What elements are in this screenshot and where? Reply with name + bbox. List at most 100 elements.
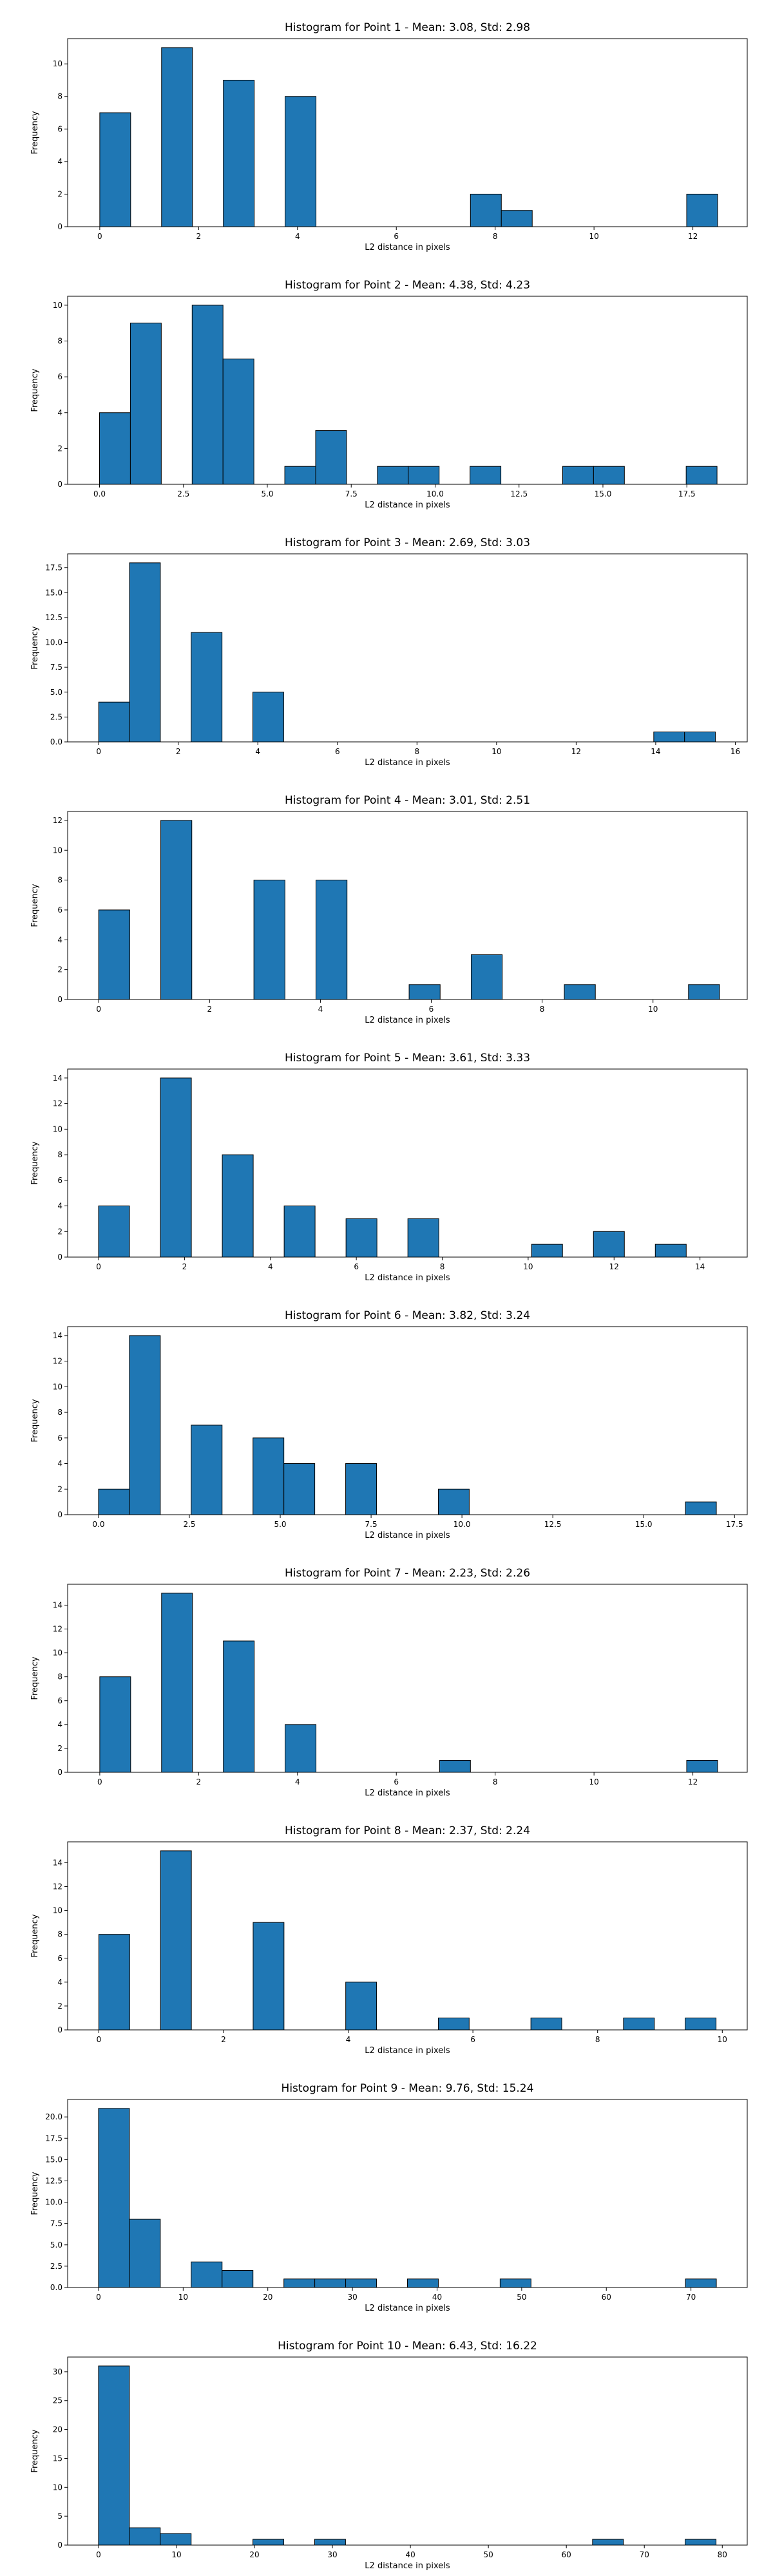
x-tick-label: 6 <box>335 747 340 756</box>
histogram-chart-10: Histogram for Point 10 - Mean: 6.43, Std… <box>30 2340 748 2571</box>
y-tick-label: 14 <box>53 1858 62 1867</box>
histogram-bar <box>685 2017 717 2031</box>
y-tick-label: 0 <box>57 1510 62 1519</box>
x-tick-label: 0 <box>96 1262 101 1271</box>
chart-title: Histogram for Point 9 - Mean: 9.76, Std:… <box>282 2082 534 2095</box>
y-tick-label: 0 <box>57 2541 62 2550</box>
histogram-bar <box>222 2270 254 2288</box>
histogram-bar <box>99 112 131 227</box>
histogram-bar <box>129 2219 161 2288</box>
y-axis-label: Frequency <box>30 2172 40 2215</box>
x-tick-label: 2.5 <box>177 489 189 498</box>
chart-title: Histogram for Point 8 - Mean: 2.37, Std:… <box>285 1824 530 1837</box>
x-tick-label: 12 <box>609 1262 619 1271</box>
histogram-bar <box>98 1488 130 1515</box>
x-tick-label: 7.5 <box>365 1520 377 1529</box>
x-tick-label: 0.0 <box>92 1520 104 1529</box>
histogram-bar <box>688 984 720 1000</box>
y-tick-label: 4 <box>57 1720 62 1729</box>
y-axis-label: Frequency <box>30 884 40 927</box>
x-tick-label: 0 <box>96 1005 101 1014</box>
histogram-bar <box>160 1850 192 2031</box>
histogram-bar <box>161 47 193 227</box>
y-tick-label: 15 <box>53 2454 62 2463</box>
histogram-chart-9: Histogram for Point 9 - Mean: 9.76, Std:… <box>30 2082 748 2313</box>
x-tick-label: 5.0 <box>274 1520 286 1529</box>
histogram-bar <box>129 323 162 485</box>
histogram-bar <box>593 466 625 485</box>
y-tick-label: 10 <box>53 59 62 68</box>
x-axis-label: L2 distance in pixels <box>365 500 450 510</box>
x-tick-label: 2 <box>176 747 181 756</box>
y-tick-label: 4 <box>57 1459 62 1468</box>
x-tick-label: 10 <box>589 1777 599 1786</box>
x-tick-label: 0 <box>96 2550 101 2559</box>
x-tick-label: 40 <box>432 2293 442 2302</box>
histogram-bar <box>345 1463 377 1515</box>
y-tick-label: 5.0 <box>50 2240 62 2249</box>
y-tick-label: 15.0 <box>45 2155 62 2164</box>
y-tick-label: 6 <box>57 1696 62 1705</box>
x-tick-label: 12 <box>688 1777 698 1786</box>
y-tick-label: 10 <box>53 1124 62 1133</box>
y-tick-label: 15.0 <box>45 588 62 597</box>
x-tick-label: 10.0 <box>453 1520 471 1529</box>
histogram-bar <box>98 2108 130 2288</box>
y-tick-label: 6 <box>57 1176 62 1185</box>
x-tick-label: 17.5 <box>726 1520 743 1529</box>
x-axis-label: L2 distance in pixels <box>365 243 450 252</box>
histogram-bar <box>499 2278 531 2288</box>
histogram-bar <box>222 358 254 485</box>
histogram-bar <box>407 1218 439 1258</box>
x-tick-label: 10 <box>171 2550 181 2559</box>
histogram-bar <box>623 2017 655 2031</box>
histogram-bar <box>98 909 130 1000</box>
y-tick-label: 2 <box>57 2002 62 2011</box>
y-axis-label: Frequency <box>30 111 40 154</box>
x-tick-label: 0 <box>97 232 102 241</box>
histogram-bar <box>437 1488 470 1515</box>
x-tick-label: 12.5 <box>510 489 528 498</box>
x-axis-label: L2 distance in pixels <box>365 1531 450 1540</box>
histogram-bar <box>253 2539 285 2546</box>
y-tick-label: 0.0 <box>50 2283 62 2292</box>
x-tick-label: 70 <box>640 2550 649 2559</box>
y-tick-label: 10.0 <box>45 638 62 647</box>
histogram-bar <box>437 2017 470 2031</box>
x-tick-label: 12 <box>688 232 698 241</box>
histogram-chart-4: Histogram for Point 4 - Mean: 3.01, Std:… <box>30 794 748 1025</box>
y-tick-label: 8 <box>57 337 62 346</box>
y-axis-label: Frequency <box>30 2429 40 2472</box>
histogram-bar <box>407 2278 439 2288</box>
y-tick-label: 2 <box>57 189 62 198</box>
histogram-bar <box>593 1231 625 1258</box>
x-tick-label: 2 <box>182 1262 187 1271</box>
x-tick-label: 8 <box>440 1262 445 1271</box>
plot-frame <box>67 1068 748 1258</box>
x-tick-label: 0 <box>96 2293 101 2302</box>
x-tick-label: 60 <box>562 2550 571 2559</box>
y-tick-label: 20.0 <box>45 2112 62 2121</box>
histogram-bar <box>223 1640 255 1773</box>
histogram-bar <box>129 1335 161 1515</box>
x-tick-label: 50 <box>484 2550 493 2559</box>
y-tick-label: 20 <box>53 2425 62 2434</box>
histogram-bar <box>470 954 503 1000</box>
y-tick-label: 2 <box>57 1227 62 1236</box>
x-axis-label: L2 distance in pixels <box>365 1788 450 1798</box>
x-tick-label: 0 <box>97 1777 102 1786</box>
y-tick-label: 6 <box>57 905 62 914</box>
y-tick-label: 2 <box>57 965 62 974</box>
y-tick-label: 12.5 <box>45 2176 62 2185</box>
histogram-chart-7: Histogram for Point 7 - Mean: 2.23, Std:… <box>30 1567 748 1798</box>
y-tick-label: 8 <box>57 1150 62 1159</box>
x-tick-label: 10 <box>491 747 501 756</box>
histogram-bar <box>283 1206 316 1258</box>
x-tick-label: 0 <box>96 747 101 756</box>
x-axis-label: L2 distance in pixels <box>365 2561 450 2571</box>
chart-title: Histogram for Point 5 - Mean: 3.61, Std:… <box>285 1052 530 1065</box>
histogram-bar <box>129 562 161 743</box>
y-tick-label: 10 <box>53 1649 62 1658</box>
plot-frame <box>67 2356 748 2546</box>
